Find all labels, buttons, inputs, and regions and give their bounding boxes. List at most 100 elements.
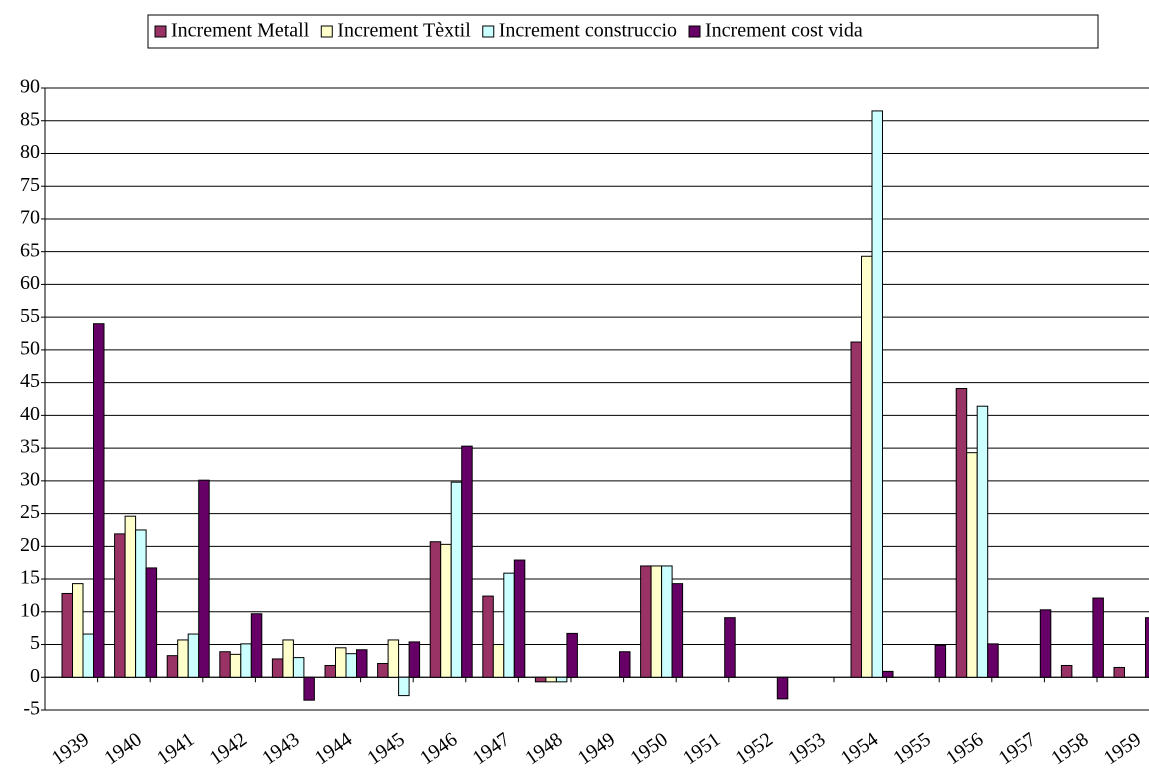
bar bbox=[429, 541, 442, 678]
x-tick-label: 1957 bbox=[995, 728, 1040, 769]
y-tick-label: 25 bbox=[20, 501, 40, 523]
legend-label: Increment cost vida bbox=[705, 20, 863, 42]
bar bbox=[303, 676, 315, 701]
legend-swatch bbox=[688, 25, 701, 38]
bar bbox=[377, 663, 389, 678]
bar bbox=[61, 592, 73, 678]
bar bbox=[976, 405, 989, 678]
x-tick-label: 1952 bbox=[732, 728, 777, 769]
bar bbox=[503, 572, 515, 678]
bar bbox=[166, 655, 179, 678]
x-tick-label: 1940 bbox=[100, 728, 145, 769]
y-tick-label: 85 bbox=[20, 108, 40, 130]
x-tick-label: 1948 bbox=[521, 728, 566, 769]
legend-swatch bbox=[320, 25, 333, 38]
y-tick-label: 65 bbox=[20, 239, 40, 261]
bar bbox=[776, 676, 789, 700]
y-tick-label: 20 bbox=[20, 534, 40, 556]
bar bbox=[724, 617, 736, 678]
y-tick-label: 30 bbox=[20, 468, 40, 490]
y-tick-label: 0 bbox=[30, 665, 40, 687]
bar bbox=[387, 639, 400, 678]
bar bbox=[345, 653, 357, 678]
x-tick-label: 1959 bbox=[1100, 728, 1145, 769]
x-tick-label: 1956 bbox=[942, 728, 987, 769]
legend-box bbox=[147, 14, 1099, 49]
bar bbox=[966, 452, 978, 678]
legend-label: Increment construccio bbox=[499, 20, 677, 42]
y-tick-label: 40 bbox=[20, 403, 40, 425]
bar bbox=[1060, 664, 1073, 678]
bar bbox=[545, 676, 557, 683]
x-tick-label: 1944 bbox=[311, 728, 356, 769]
bar bbox=[482, 595, 494, 678]
bar bbox=[650, 565, 663, 678]
bar bbox=[1113, 666, 1125, 678]
bar bbox=[955, 388, 968, 678]
y-tick-label: 90 bbox=[20, 76, 40, 98]
bar bbox=[619, 651, 631, 678]
bar bbox=[198, 479, 210, 678]
y-tick-label: 35 bbox=[20, 436, 40, 458]
bar bbox=[640, 565, 652, 678]
y-tick-label: 70 bbox=[20, 207, 40, 229]
bar bbox=[398, 676, 410, 697]
bar bbox=[271, 658, 284, 678]
y-tick-label: 5 bbox=[30, 632, 40, 654]
legend-swatch bbox=[482, 25, 495, 38]
bar bbox=[440, 543, 452, 678]
bar bbox=[534, 676, 547, 683]
bar bbox=[861, 255, 873, 678]
bar bbox=[292, 657, 305, 678]
bar bbox=[229, 653, 242, 678]
y-tick-label: 15 bbox=[20, 567, 40, 589]
y-tick-label: 45 bbox=[20, 370, 40, 392]
y-tick-label: 75 bbox=[20, 174, 40, 196]
bar bbox=[850, 341, 862, 678]
legend-label: Increment Tèxtil bbox=[337, 20, 471, 42]
bar bbox=[661, 565, 673, 678]
y-tick-label: -5 bbox=[23, 698, 40, 720]
bar bbox=[450, 481, 463, 678]
bar bbox=[871, 110, 883, 678]
bar bbox=[93, 323, 105, 678]
x-tick-label: 1954 bbox=[837, 728, 882, 769]
x-tick-label: 1955 bbox=[889, 728, 934, 769]
x-tick-label: 1942 bbox=[206, 728, 251, 769]
bar bbox=[219, 651, 231, 678]
bar bbox=[934, 644, 947, 678]
y-tick-label: 55 bbox=[20, 305, 40, 327]
x-tick-label: 1958 bbox=[1047, 728, 1092, 769]
bar bbox=[492, 644, 505, 678]
legend-swatch bbox=[154, 25, 167, 38]
bar bbox=[114, 533, 126, 678]
bar bbox=[1145, 617, 1149, 678]
bar bbox=[1039, 609, 1052, 678]
bar bbox=[335, 647, 347, 678]
bar bbox=[82, 633, 94, 678]
x-tick-label: 1949 bbox=[574, 728, 619, 769]
bar bbox=[250, 613, 263, 678]
legend-label: Increment Metall bbox=[171, 20, 310, 42]
x-tick-label: 1953 bbox=[784, 728, 829, 769]
bar bbox=[324, 664, 336, 678]
bar bbox=[555, 676, 568, 683]
bar bbox=[135, 529, 147, 678]
x-tick-label: 1950 bbox=[626, 728, 671, 769]
y-tick-label: 60 bbox=[20, 272, 40, 294]
bar bbox=[177, 639, 189, 678]
y-tick-label: 50 bbox=[20, 337, 40, 359]
y-tick-label: 80 bbox=[20, 141, 40, 163]
x-tick-label: 1945 bbox=[363, 728, 408, 769]
x-tick-label: 1946 bbox=[416, 728, 461, 769]
bar bbox=[513, 559, 526, 678]
x-tick-label: 1947 bbox=[469, 728, 514, 769]
bar bbox=[1092, 597, 1104, 678]
bar bbox=[408, 641, 421, 678]
bar bbox=[240, 643, 252, 678]
x-tick-label: 1939 bbox=[48, 728, 93, 769]
y-tick-label: 10 bbox=[20, 599, 40, 621]
bar bbox=[72, 583, 84, 678]
bar bbox=[987, 643, 999, 678]
